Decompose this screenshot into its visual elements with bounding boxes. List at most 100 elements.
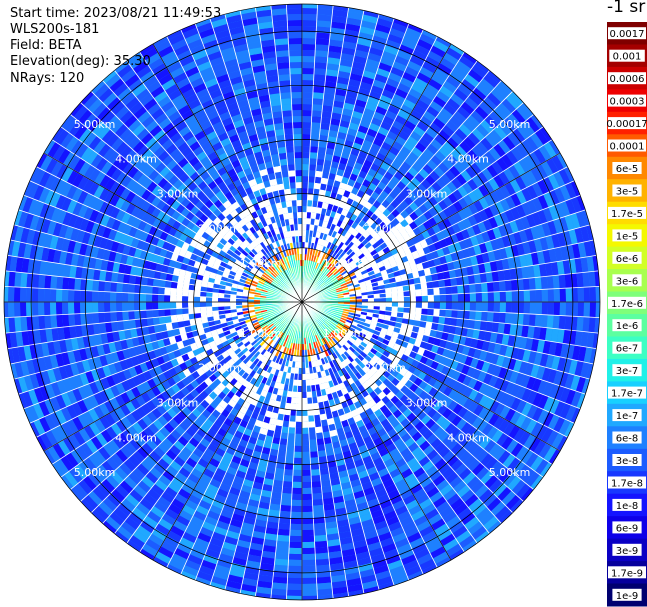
range-gate [433, 288, 440, 296]
range-gate [288, 433, 296, 440]
range-gate [122, 283, 129, 293]
range-gate [74, 278, 81, 290]
range-gate [310, 152, 318, 159]
range-gate [129, 275, 136, 285]
range-gate [290, 524, 302, 530]
range-gate [116, 311, 123, 321]
range-gate [146, 302, 152, 310]
range-gate [92, 313, 99, 324]
range-gate [583, 272, 590, 287]
range-gate [481, 311, 488, 321]
range-gate [320, 468, 330, 475]
range-gate [283, 475, 293, 482]
range-gate [291, 506, 302, 512]
range-gate [302, 182, 308, 188]
range-gate [476, 293, 482, 302]
range-gate [285, 457, 294, 464]
range-gate [317, 153, 325, 160]
range-gate [499, 281, 506, 292]
range-gate [444, 279, 451, 287]
range-gate [8, 317, 15, 333]
range-gate [316, 159, 324, 166]
range-gate [320, 129, 330, 136]
range-gate [482, 292, 488, 302]
range-gate [86, 302, 92, 313]
range-gate [20, 302, 26, 317]
range-gate [314, 68, 327, 75]
range-gate [302, 530, 314, 536]
range-gate [159, 316, 166, 324]
range-gate [302, 398, 307, 404]
range-gate [421, 289, 428, 296]
range-gate [445, 310, 452, 318]
range-gate [302, 62, 315, 68]
range-gate [302, 122, 311, 128]
range-gate [302, 386, 307, 392]
range-gate [309, 427, 316, 434]
range-gate [152, 286, 159, 294]
range-gate [117, 321, 124, 331]
range-gate [302, 14, 317, 20]
range-gate [470, 293, 476, 302]
range-gate [302, 152, 310, 158]
range-gate [596, 286, 602, 302]
range-gate [302, 404, 308, 410]
range-gate [386, 297, 392, 302]
range-gate [38, 288, 44, 302]
range-gate [286, 451, 294, 458]
range-gate [296, 404, 302, 410]
range-gate [311, 122, 321, 129]
range-gate [590, 302, 596, 317]
range-gate [530, 290, 536, 302]
range-gate [279, 444, 287, 451]
range-gate [153, 317, 160, 325]
range-gate [271, 594, 287, 601]
range-gate [302, 20, 317, 26]
range-gate [468, 320, 475, 330]
range-gate [313, 86, 325, 93]
range-gate [450, 318, 457, 327]
range-gate [302, 584, 317, 590]
range-gate [50, 276, 57, 289]
range-gate [410, 296, 416, 302]
range-gate [295, 422, 302, 428]
range-gate [450, 278, 457, 287]
range-gate [488, 292, 494, 302]
range-gate [553, 315, 560, 329]
range-gate [451, 286, 458, 294]
range-gate [158, 287, 165, 295]
range-gate [311, 475, 321, 482]
range-gate [493, 281, 500, 292]
range-gate [548, 289, 554, 302]
range-gate [398, 302, 404, 307]
range-gate [275, 468, 285, 475]
range-gate [434, 295, 440, 302]
range-gate [438, 316, 445, 324]
range-gate [277, 535, 290, 542]
range-gate [578, 302, 584, 317]
range-gate [302, 212, 307, 218]
range-gate [2, 271, 9, 287]
range-gate [566, 302, 572, 316]
range-gate [110, 302, 116, 312]
range-gate [74, 290, 80, 302]
range-gate [314, 529, 327, 536]
range-gate [279, 511, 291, 518]
range-gate [313, 505, 324, 512]
range-gate [182, 308, 188, 315]
range-gate [493, 312, 500, 323]
range-gate [494, 302, 500, 312]
range-gate [488, 302, 494, 312]
range-gate [86, 279, 93, 291]
range-gate [278, 450, 287, 457]
range-gate [20, 287, 26, 302]
range-gate [164, 302, 170, 309]
range-gate [316, 577, 331, 584]
range-gate [68, 278, 75, 291]
range-gate [302, 524, 314, 530]
range-gate [98, 302, 104, 313]
range-gate [512, 302, 518, 313]
range-gate [20, 273, 27, 288]
range-gate [152, 310, 159, 318]
range-gate [14, 287, 20, 302]
